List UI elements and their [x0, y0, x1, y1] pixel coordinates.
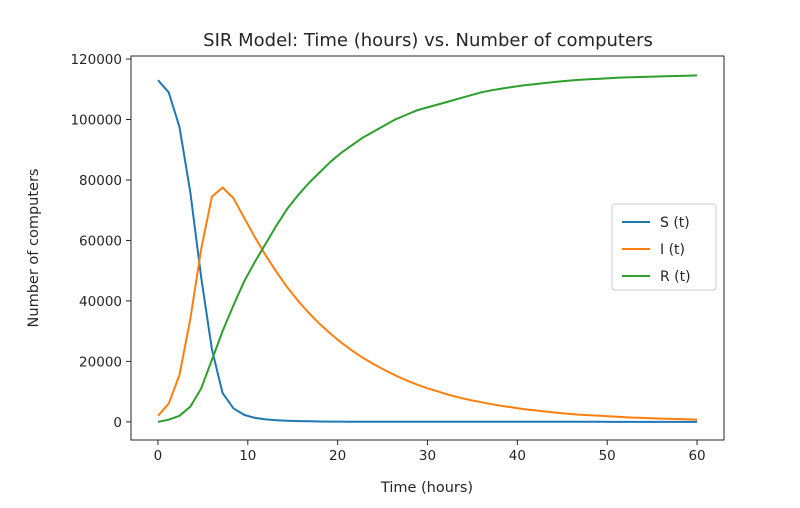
series-lines	[157, 74, 698, 423]
chart-title: SIR Model: Time (hours) vs. Number of co…	[203, 30, 653, 51]
series-line-s	[157, 79, 697, 423]
y-tick-label: 100000	[70, 112, 122, 128]
x-axis: 0 10 20 30 40 50 60	[154, 440, 706, 464]
y-tick-label: 60000	[79, 233, 122, 249]
y-tick-label: 20000	[79, 354, 122, 370]
x-tick-label: 40	[509, 448, 526, 464]
legend-label: I (t)	[660, 242, 685, 258]
legend-label: R (t)	[660, 269, 691, 285]
y-tick-label: 0	[113, 415, 122, 431]
x-tick-label: 50	[599, 448, 616, 464]
x-tick-label: 0	[154, 448, 163, 464]
legend-label: S (t)	[660, 215, 690, 231]
legend: S (t) I (t) R (t)	[611, 203, 717, 291]
y-tick-label: 120000	[70, 52, 122, 68]
y-tick-label: 40000	[79, 294, 122, 310]
series-line-r	[157, 74, 698, 423]
legend-box	[611, 203, 717, 291]
series-line-i	[157, 186, 698, 421]
x-tick-label: 10	[239, 448, 256, 464]
y-axis: 0 20000 40000 60000 80000 100000 120000	[70, 52, 131, 431]
y-tick-label: 80000	[79, 173, 122, 189]
x-tick-label: 30	[419, 448, 436, 464]
y-axis-title: Number of computers	[26, 169, 42, 328]
x-tick-label: 60	[688, 448, 705, 464]
x-tick-label: 20	[329, 448, 346, 464]
x-axis-title: Time (hours)	[380, 480, 473, 496]
